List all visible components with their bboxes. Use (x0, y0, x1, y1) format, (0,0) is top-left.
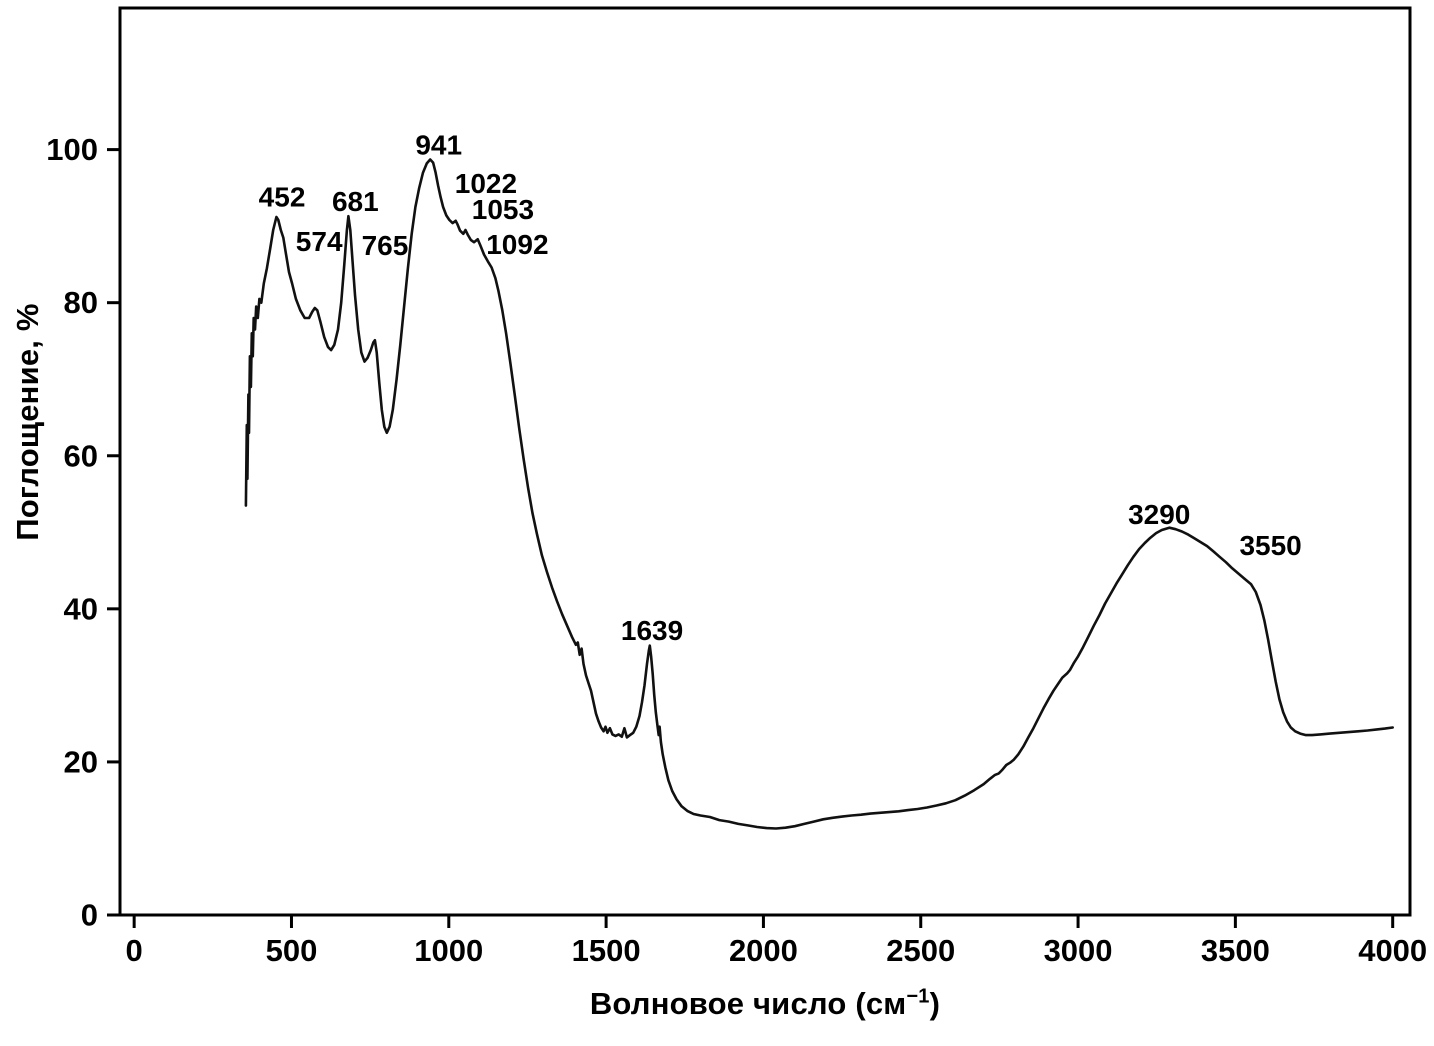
peak-label-574: 574 (296, 226, 343, 257)
peak-label-1053: 1053 (472, 194, 534, 225)
y-tick-label-80: 80 (64, 285, 98, 320)
x-tick-label-2500: 2500 (886, 933, 955, 968)
peak-label-1022: 1022 (455, 168, 517, 199)
y-tick-label-0: 0 (81, 898, 98, 933)
y-tick-label-40: 40 (64, 591, 98, 626)
x-axis-title-close-paren: ) (929, 986, 941, 1021)
peak-label-3550: 3550 (1239, 530, 1301, 561)
spectrum-line (244, 158, 1394, 830)
x-tick-label-2000: 2000 (729, 933, 798, 968)
peak-label-765: 765 (362, 230, 409, 261)
peak-label-681: 681 (332, 186, 379, 217)
x-tick-label-3000: 3000 (1044, 933, 1113, 968)
y-axis-title: Поглощение, % (10, 303, 45, 541)
x-axis-title-superscript: −1 (906, 985, 930, 1008)
x-axis-title: Волновое число (см−1) (120, 986, 1410, 1022)
y-tick-label-20: 20 (64, 744, 98, 779)
peak-label-3290: 3290 (1128, 499, 1190, 530)
x-tick-label-1500: 1500 (572, 933, 641, 968)
peak-label-452: 452 (259, 182, 306, 213)
x-tick-label-0: 0 (126, 933, 143, 968)
x-tick-label-3500: 3500 (1201, 933, 1270, 968)
x-tick-label-4000: 4000 (1358, 933, 1427, 968)
x-axis-title-text: Волновое число (см (589, 986, 907, 1021)
x-tick-label-1000: 1000 (414, 933, 483, 968)
y-tick-label-100: 100 (46, 132, 98, 167)
x-tick-label-500: 500 (266, 933, 318, 968)
peak-label-941: 941 (415, 130, 462, 161)
plot-frame (118, 6, 1412, 917)
peak-label-1092: 1092 (486, 229, 548, 260)
y-tick-label-60: 60 (64, 438, 98, 473)
peak-label-1639: 1639 (621, 615, 683, 646)
